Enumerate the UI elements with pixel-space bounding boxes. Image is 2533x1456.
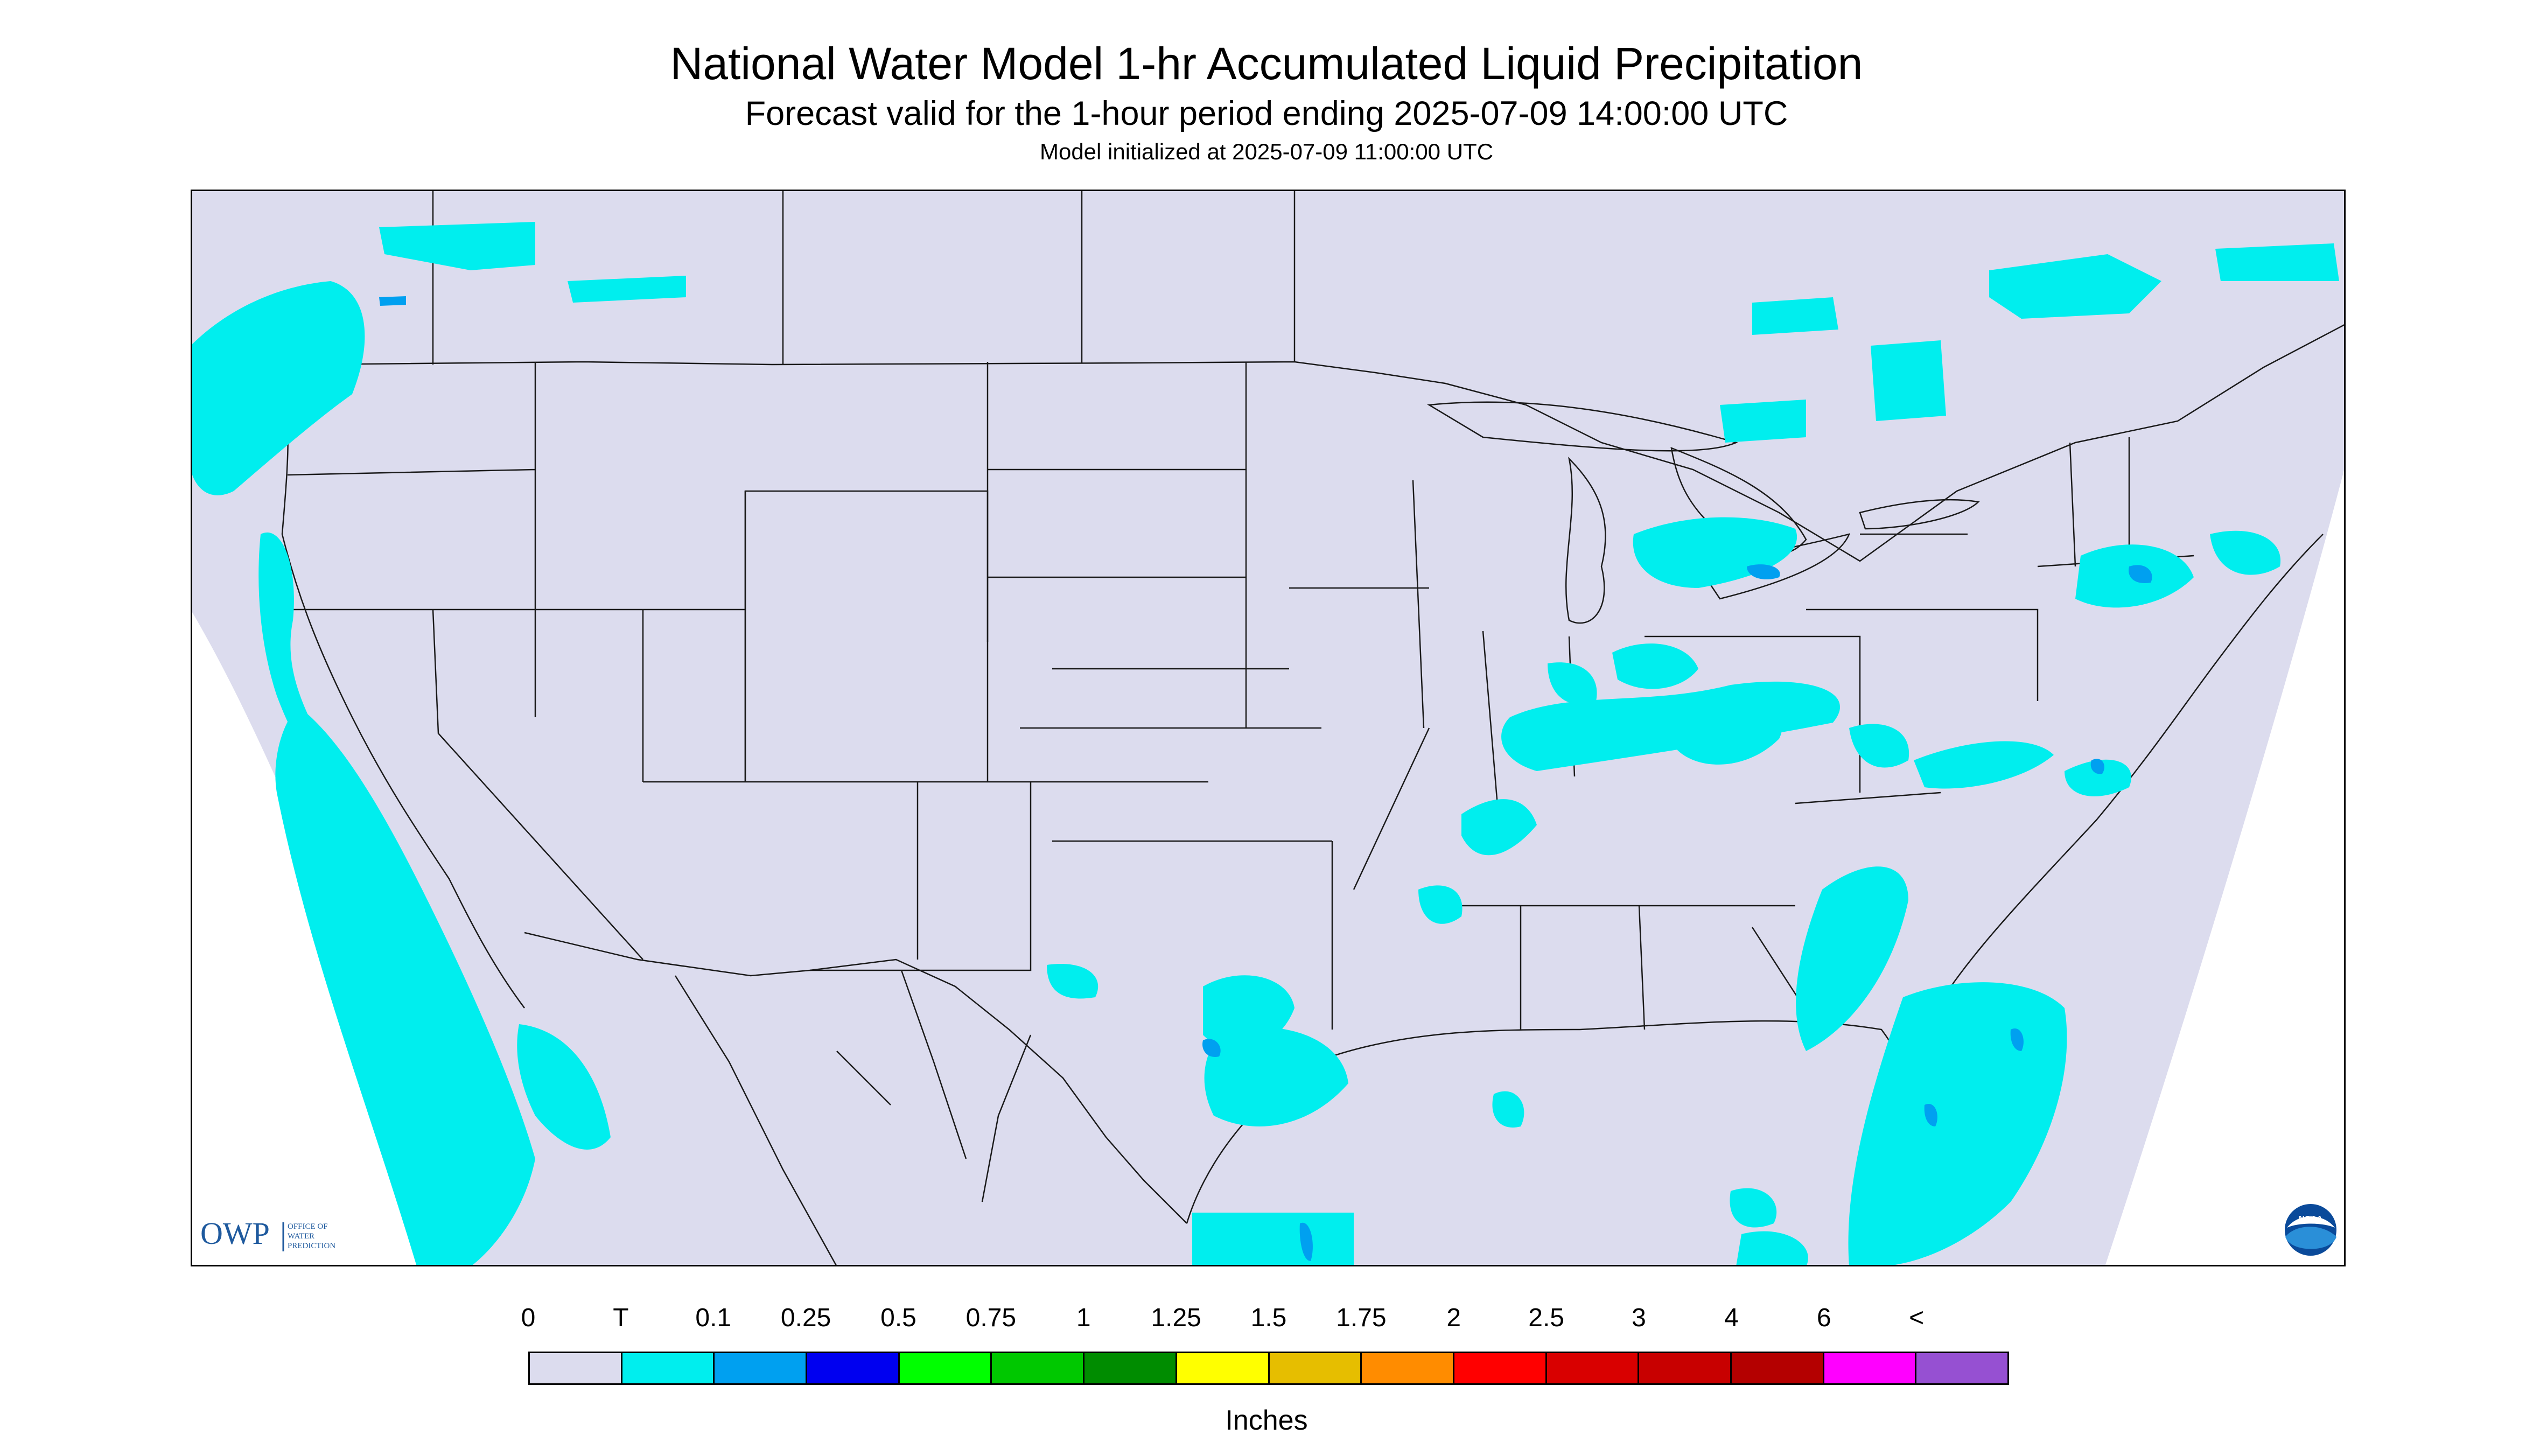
owp-logo-line2: WATER [288,1232,314,1241]
legend-swatch [1454,1353,1547,1383]
precipitation-map: OWP OFFICE OF WATER PREDICTION NOAA [191,190,2346,1266]
legend-tick-label: 6 [1816,1304,1831,1332]
legend-swatch [992,1353,1085,1383]
legend-tick-label: 2 [1446,1304,1461,1332]
owp-logo: OWP OFFICE OF WATER PREDICTION [200,1216,335,1251]
noaa-logo-text: NOAA [2299,1214,2322,1223]
legend-swatch [807,1353,900,1383]
legend-tick-label: 1 [1076,1304,1091,1332]
legend-tick-label: 1.5 [1250,1304,1287,1332]
map-frame [191,190,2346,1266]
owp-logo-line3: PREDICTION [288,1242,335,1250]
legend-swatch [1269,1353,1362,1383]
legend-swatch [530,1353,622,1383]
map-title: National Water Model 1-hr Accumulated Li… [670,38,1863,89]
color-legend-bar [528,1352,2009,1385]
legend-swatch [1916,1353,2007,1383]
precip-trace-areas [191,222,2339,1266]
legend-labels: 0 T 0.1 0.25 0.5 0.75 1 1.25 1.5 1.75 2 2.5 3 4 6 < [0,1303,2533,1335]
legend-tick-label: 0 [521,1304,536,1332]
noaa-logo: NOAA [2285,1204,2336,1256]
legend-swatch [1639,1353,1732,1383]
legend-swatch [1177,1353,1270,1383]
legend-tick-label: 1.25 [1151,1304,1201,1332]
legend-tick-label: 3 [1632,1304,1646,1332]
legend-tick-label: T [613,1304,629,1332]
legend-swatch [1547,1353,1640,1383]
legend-tick-label: 0.5 [880,1304,916,1332]
legend-tick-label: 0.75 [965,1304,1017,1332]
legend-swatch [1731,1353,1824,1383]
precip-light-areas [379,296,2152,1261]
owp-logo-line1: OFFICE OF [288,1222,328,1231]
map-subtitle: Forecast valid for the 1-hour period end… [745,95,1788,132]
legend-swatch [1084,1353,1177,1383]
legend-tick-label: 0.25 [780,1304,831,1332]
legend-units: Inches [1225,1405,1308,1436]
legend-swatch [899,1353,992,1383]
legend-tick-label: 4 [1724,1304,1739,1332]
legend-swatch [622,1353,715,1383]
legend-swatch [1824,1353,1917,1383]
legend-tick-label: 0.1 [695,1304,732,1332]
legend-tick-label: < [1909,1304,1925,1332]
owp-logo-abbrev: OWP [200,1216,270,1251]
model-init-line: Model initialized at 2025-07-09 11:00:00… [1039,139,1494,164]
legend-tick-label: 1.75 [1336,1304,1387,1332]
legend-tick-label: 2.5 [1528,1304,1564,1332]
legend-swatch [715,1353,808,1383]
legend-swatch [1362,1353,1454,1383]
